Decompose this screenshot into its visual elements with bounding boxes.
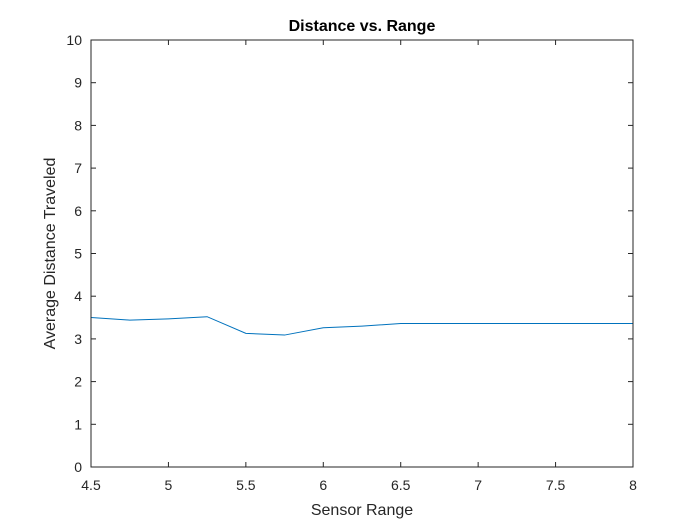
y-tick-label: 8 bbox=[74, 117, 82, 133]
x-axis-title: Sensor Range bbox=[311, 502, 413, 519]
y-tick-label: 6 bbox=[74, 203, 82, 219]
y-tick-label: 2 bbox=[74, 374, 82, 390]
y-tick-label: 7 bbox=[74, 160, 82, 176]
x-tick-label: 7 bbox=[474, 477, 482, 493]
x-tick-label: 6 bbox=[319, 477, 327, 493]
y-tick-labels: 0 1 2 3 4 5 6 7 8 9 10 bbox=[66, 32, 82, 475]
y-tick-label: 1 bbox=[74, 416, 82, 432]
chart-title: Distance vs. Range bbox=[289, 18, 436, 35]
y-tick-label: 4 bbox=[74, 288, 82, 304]
x-tick-label: 5.5 bbox=[236, 477, 256, 493]
y-tick-label: 10 bbox=[66, 32, 82, 48]
series-layer bbox=[90, 316, 633, 336]
y-axis-title: Average Distance Traveled bbox=[42, 158, 59, 350]
x-tick-label: 4.5 bbox=[81, 477, 101, 493]
series-line bbox=[90, 316, 633, 336]
plot-area-frame bbox=[90, 39, 634, 468]
y-tick-label: 3 bbox=[74, 331, 82, 347]
x-tick-label: 7.5 bbox=[546, 477, 566, 493]
x-tick-label: 8 bbox=[629, 477, 637, 493]
y-tick-label: 0 bbox=[74, 459, 82, 475]
tick-layer bbox=[90, 39, 634, 468]
x-tick-label: 5 bbox=[165, 477, 173, 493]
x-tick-label: 6.5 bbox=[391, 477, 411, 493]
x-tick-labels: 4.5 5 5.5 6 6.5 7 7.5 8 bbox=[81, 477, 637, 493]
y-tick-label: 9 bbox=[74, 75, 82, 91]
y-tick-label: 5 bbox=[74, 246, 82, 262]
